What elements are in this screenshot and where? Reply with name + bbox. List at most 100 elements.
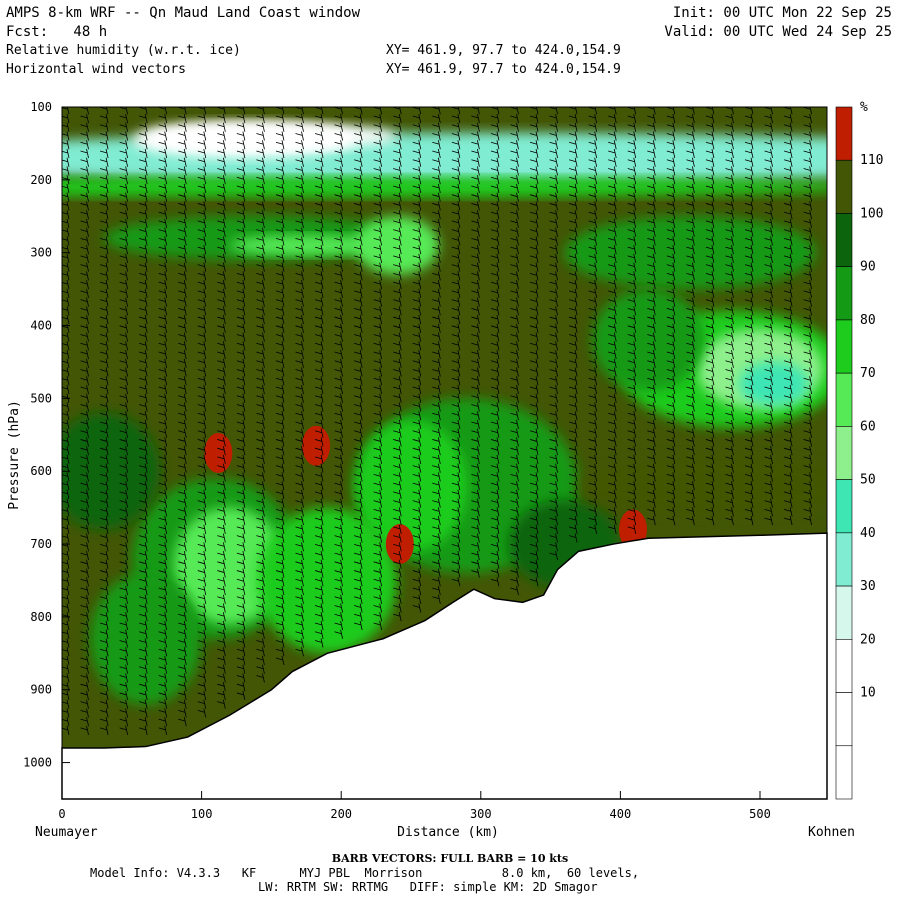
wind-barb: [490, 419, 500, 430]
wind-barb: [139, 148, 148, 159]
wind-barb: [393, 245, 402, 255]
wind-barb: [549, 472, 558, 482]
wind-barb: [647, 131, 656, 141]
wind-barb: [373, 157, 383, 167]
wind-barb: [178, 175, 187, 185]
wind-barb: [627, 437, 637, 447]
wind-barb: [354, 568, 363, 578]
wind-barb: [197, 376, 207, 386]
wind-barb: [608, 411, 617, 421]
wind-barb: [588, 454, 598, 465]
wind-barb: [256, 192, 265, 202]
x-tick-label: 200: [330, 807, 352, 821]
wind-barb: [217, 699, 226, 709]
wind-barb: [490, 454, 500, 465]
wind-barb: [236, 638, 246, 648]
wind-barb: [275, 288, 285, 298]
model-info-line2: LW: RRTM SW: RRTMG DIFF: simple KM: 2D S…: [258, 880, 598, 894]
wind-barb: [764, 280, 773, 290]
wind-barb: [627, 376, 637, 386]
dry-region: [131, 121, 356, 158]
wind-barb: [80, 367, 89, 377]
wind-barb: [256, 148, 265, 159]
wind-barb: [119, 638, 129, 648]
wind-barb: [412, 306, 422, 316]
wind-barb: [295, 411, 304, 421]
wind-barb: [80, 550, 89, 561]
wind-barb: [529, 280, 539, 290]
wind-barb: [412, 568, 422, 578]
wind-barb: [725, 245, 734, 255]
wind-barb: [295, 140, 304, 150]
wind-barb: [432, 131, 441, 141]
wind-barb: [783, 349, 793, 360]
wind-barb: [432, 314, 441, 325]
wind-barb: [705, 262, 715, 272]
wind-barb: [705, 437, 715, 447]
wind-barb: [803, 175, 813, 185]
wind-barb: [354, 140, 363, 150]
wind-barb: [139, 568, 148, 578]
wind-barb: [705, 341, 715, 351]
wind-barb: [139, 280, 148, 290]
wind-barb: [412, 419, 422, 430]
wind-barb: [490, 314, 500, 325]
wind-barb: [783, 166, 793, 176]
wind-barb: [764, 122, 773, 132]
wind-barb: [686, 332, 695, 342]
wind-barb: [627, 297, 637, 307]
wind-barb: [217, 437, 226, 447]
wind-barb: [373, 349, 383, 360]
wind-barb: [139, 245, 148, 255]
wind-barb: [705, 306, 715, 316]
wind-barb: [295, 516, 304, 526]
wind-barb: [158, 227, 168, 237]
wind-barb: [139, 341, 148, 351]
wind-barb: [647, 463, 656, 473]
wind-barb: [510, 166, 519, 176]
wind-barb: [295, 376, 304, 386]
wind-barb: [627, 341, 637, 351]
wind-barb: [354, 516, 363, 526]
wind-barb: [549, 183, 558, 194]
wind-barb: [275, 192, 285, 202]
wind-barb: [217, 218, 226, 229]
wind-barb: [529, 533, 539, 543]
wind-barb: [275, 481, 285, 491]
wind-barb: [256, 577, 265, 587]
wind-barb: [490, 323, 500, 333]
wind-barb: [588, 183, 598, 194]
wind-barb: [197, 594, 207, 604]
wind-barb: [275, 498, 285, 508]
wind-barb: [705, 454, 715, 465]
wind-barb: [236, 341, 246, 351]
wind-barb: [178, 533, 187, 543]
wind-barb: [236, 524, 246, 534]
wind-barb: [236, 568, 246, 578]
wind-barb: [256, 236, 265, 246]
wind-barb: [178, 428, 187, 438]
wind-barb: [529, 253, 539, 263]
wind-barb: [529, 454, 539, 465]
wind-barb: [334, 358, 343, 368]
wind-barb: [705, 227, 715, 237]
wind-barb: [197, 690, 207, 701]
wind-barb: [236, 107, 246, 115]
wind-barb: [686, 516, 695, 526]
wind-barb: [764, 113, 773, 124]
wind-barb: [510, 280, 519, 290]
wind-barb: [627, 314, 637, 325]
wind-barb: [334, 411, 343, 421]
wind-barb: [412, 148, 422, 159]
wind-barb: [510, 113, 519, 124]
wind-barb: [432, 376, 441, 386]
wind-barb: [80, 271, 89, 281]
wind-barb: [275, 463, 285, 473]
wind-barb: [666, 297, 676, 307]
wind-barb: [334, 594, 343, 604]
wind-barb: [373, 332, 383, 342]
wind-barb: [666, 201, 676, 211]
wind-barb: [627, 454, 637, 465]
wind-barb: [744, 419, 754, 430]
wind-barb: [295, 306, 304, 316]
